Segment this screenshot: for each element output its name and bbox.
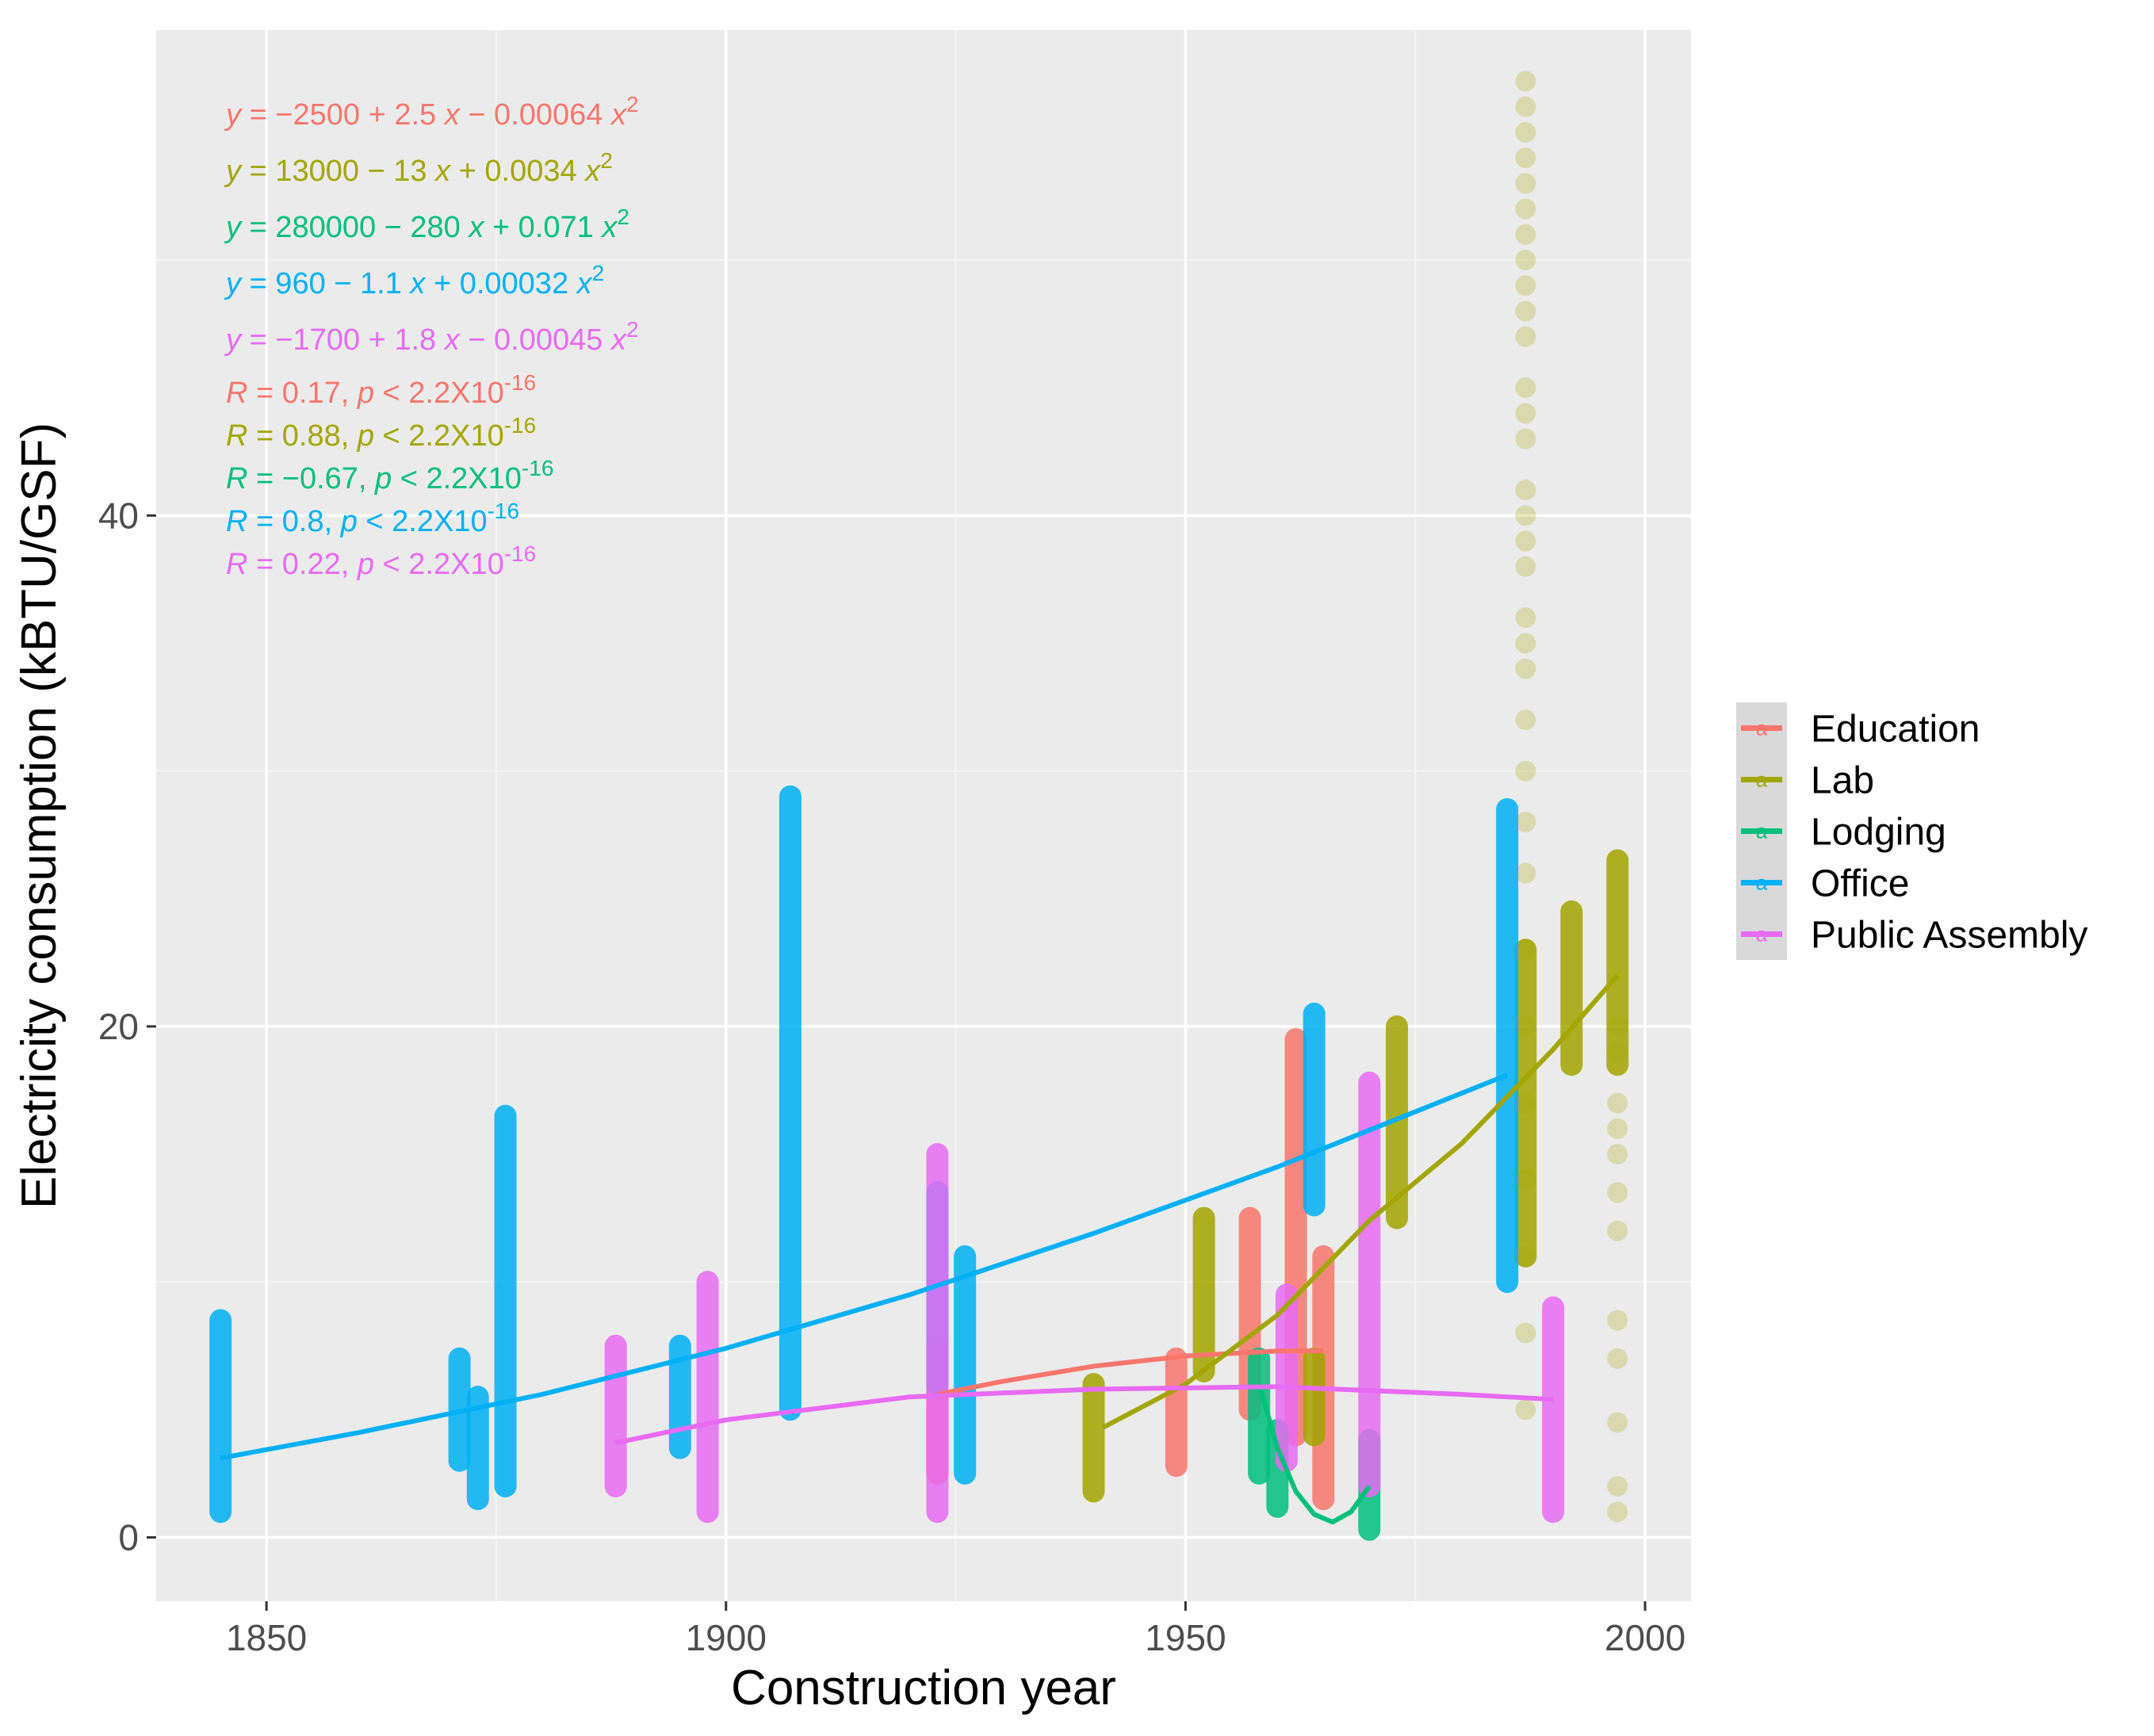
data-point: [1515, 147, 1536, 169]
fit-line-office: [220, 1073, 1509, 1461]
data-point: [1607, 1348, 1628, 1369]
equation-label: y = 280000 − 280 x + 0.071 x2: [224, 205, 629, 244]
equation-annotations: y = −2500 + 2.5 x − 0.00064 x2 y = 13000 …: [224, 92, 639, 581]
data-point: [1607, 1412, 1628, 1433]
correlation-label: R = 0.88, p < 2.2X10-16: [226, 413, 536, 453]
y-axis-title: Electricity consumption (kBTU/GSF): [12, 423, 67, 1209]
legend-item: a Education: [1741, 709, 1980, 751]
data-point: [1515, 505, 1536, 526]
data-point: [1515, 1015, 1536, 1037]
legend-item: a Lab: [1741, 760, 1874, 802]
data-point: [1515, 1092, 1536, 1114]
legend-item: a Office: [1741, 863, 1910, 905]
series-public-assembly: [604, 1071, 1565, 1524]
data-point: [1607, 1182, 1628, 1203]
data-point: [1515, 556, 1536, 577]
legend-label: Lab: [1811, 760, 1874, 802]
data-point: [1515, 607, 1536, 629]
y-tick-label: 20: [98, 1006, 139, 1047]
legend-label: Public Assembly: [1811, 915, 2087, 957]
legend-key-symbol: a: [1756, 871, 1768, 895]
data-point: [1515, 71, 1536, 92]
data-point: [1607, 1475, 1628, 1497]
correlation-label: R = 0.22, p < 2.2X10-16: [226, 541, 536, 581]
data-point: [1515, 198, 1536, 220]
fit-line-lab: [1101, 973, 1620, 1430]
data-point: [1515, 1322, 1536, 1344]
legend: a Education a Lab a Lodging a Office a Public Ass…: [1736, 702, 2087, 960]
fit-lines: [220, 973, 1620, 1525]
data-point: [1515, 300, 1536, 322]
equation-label: y = −2500 + 2.5 x − 0.00064 x2: [224, 92, 639, 132]
legend-label: Lodging: [1811, 812, 1946, 854]
series-lab: [1082, 71, 1629, 1523]
x-axis: 1850 1900 1950 2000: [226, 1601, 1685, 1658]
correlation-label: R = 0.8, p < 2.2X10-16: [226, 499, 519, 538]
legend-item: a Public Assembly: [1741, 915, 2087, 957]
x-tick-label: 1850: [226, 1617, 307, 1658]
x-tick-label: 1900: [686, 1617, 767, 1658]
data-point: [1515, 250, 1536, 271]
fit-line-public-assembly: [614, 1384, 1554, 1446]
data-point: [1515, 658, 1536, 679]
data-point: [1515, 428, 1536, 449]
data-point: [1515, 939, 1536, 961]
legend-key-symbol: a: [1756, 820, 1768, 843]
data-point: [1515, 275, 1536, 296]
data-point: [1515, 326, 1536, 347]
legend-key-symbol: a: [1756, 768, 1768, 792]
grid-major: [156, 30, 1691, 1601]
correlation-label: R = 0.17, p < 2.2X10-16: [226, 370, 536, 410]
equation-label: y = 13000 − 13 x + 0.0034 x2: [224, 148, 613, 188]
equation-label: y = −1700 + 1.8 x − 0.00045 x2: [224, 317, 639, 357]
data-point: [1607, 1015, 1628, 1037]
x-axis-title: Construction year: [731, 1661, 1116, 1715]
data-point: [1515, 530, 1536, 552]
data-point: [1607, 1092, 1628, 1114]
data-point: [1515, 377, 1536, 399]
legend-label: Office: [1811, 863, 1910, 905]
data-point: [1515, 224, 1536, 245]
data-point: [1515, 709, 1536, 731]
correlation-label: R = −0.67, p < 2.2X10-16: [226, 456, 553, 495]
data-point: [1515, 480, 1536, 501]
chart-marks: [209, 71, 1629, 1541]
data-point: [1515, 121, 1536, 143]
legend-item: a Lodging: [1741, 812, 1946, 854]
data-point: [1515, 403, 1536, 424]
x-tick-label: 2000: [1605, 1617, 1685, 1658]
data-point: [1607, 1501, 1628, 1523]
data-point: [1515, 1245, 1536, 1267]
data-point: [1607, 1144, 1628, 1165]
data-point: [1607, 1310, 1628, 1331]
data-point: [1515, 812, 1536, 833]
equation-label: y = 960 − 1.1 x + 0.00032 x2: [224, 261, 604, 300]
legend-label: Education: [1811, 709, 1980, 751]
fit-line-lodging: [1257, 1383, 1372, 1525]
plot-panel: [156, 30, 1691, 1601]
x-tick-label: 1950: [1145, 1617, 1226, 1658]
data-point: [1607, 1118, 1628, 1139]
data-point: [1607, 1220, 1628, 1241]
data-point: [1515, 1169, 1536, 1191]
data-point: [1515, 96, 1536, 117]
data-point: [1515, 633, 1536, 654]
data-point: [1515, 760, 1536, 782]
legend-key-symbol: a: [1756, 717, 1768, 740]
y-tick-label: 0: [118, 1516, 139, 1558]
y-axis: 0 20 40: [98, 495, 156, 1558]
y-tick-label: 40: [98, 495, 139, 536]
data-point: [1515, 173, 1536, 194]
data-point: [1515, 862, 1536, 884]
legend-key-symbol: a: [1756, 923, 1768, 946]
data-point: [1515, 1399, 1536, 1421]
fit-line-education: [936, 1348, 1324, 1397]
data-point: [1607, 1042, 1628, 1063]
